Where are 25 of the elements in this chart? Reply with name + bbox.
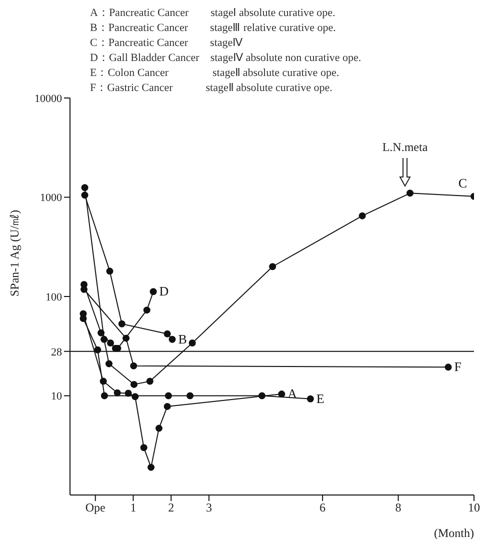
series-label: F bbox=[454, 359, 462, 374]
text: D：Gall Bladder Cancer stageⅣ absolute non curative ope. bbox=[90, 51, 362, 66]
series-label: D bbox=[159, 284, 169, 299]
y-tick-label: 10 bbox=[51, 390, 62, 403]
y-tick-label: 1000 bbox=[40, 192, 62, 204]
text: E：Colon Cancer stageⅡ absolute curative ope. bbox=[90, 66, 340, 81]
y-tick-label: 10000 bbox=[34, 92, 62, 105]
text: C：Pancreatic Cancer stageⅣ bbox=[90, 36, 244, 51]
x-tick-label: 1 bbox=[130, 500, 136, 515]
series-label: C bbox=[458, 175, 467, 190]
y-tick-label: 28 bbox=[51, 346, 62, 358]
x-tick-label: 3 bbox=[206, 500, 212, 515]
series-label: B bbox=[178, 331, 188, 346]
text: B：Pancreatic Cancer stageⅢ relative curative ope. bbox=[90, 21, 337, 36]
y-tick-label: 100 bbox=[46, 291, 62, 304]
annotation: L.N.meta bbox=[381, 140, 429, 155]
x-tick-label: 6 bbox=[320, 500, 326, 515]
y-axis-title: SPan-1 Ag (U/㎖) bbox=[7, 210, 22, 296]
text: F：Gastric Cancer stageⅡ absolute curative ope. bbox=[90, 81, 334, 96]
x-tick-label: 10 bbox=[468, 500, 480, 515]
series-label: E bbox=[316, 390, 324, 406]
x-tick-label: 2 bbox=[168, 500, 174, 515]
x-tick-label: Ope bbox=[85, 500, 106, 515]
text: A：Pancreatic Cancer stageⅠ absolute curative ope. bbox=[90, 6, 336, 21]
x-tick-label: 8 bbox=[395, 500, 402, 515]
